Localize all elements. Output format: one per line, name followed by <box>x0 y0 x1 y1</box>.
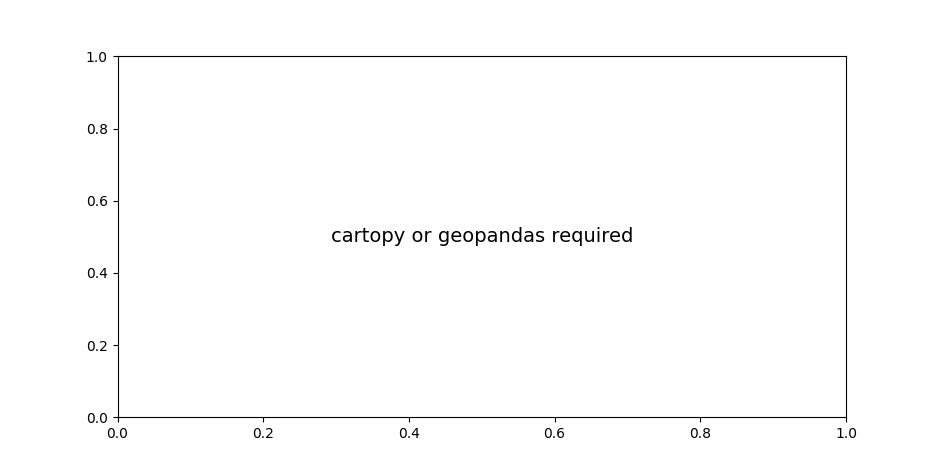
Text: cartopy or geopandas required: cartopy or geopandas required <box>331 227 633 246</box>
